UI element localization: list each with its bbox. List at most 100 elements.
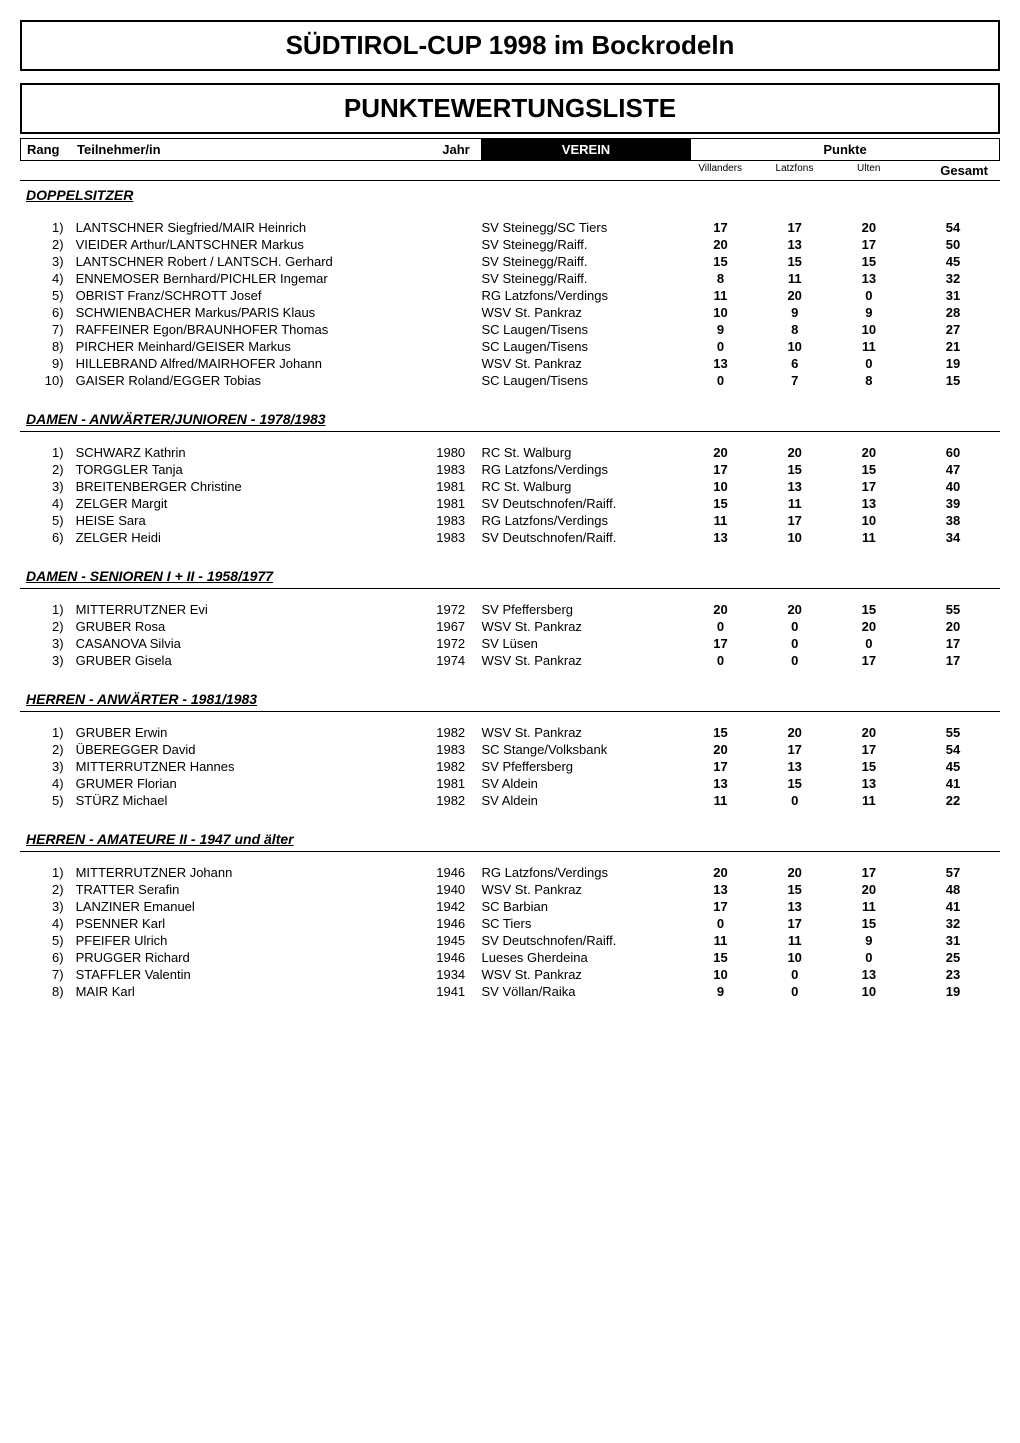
cell-name: PSENNER Karl (70, 916, 426, 931)
table-row: 2)TORGGLER Tanja1983RG Latzfons/Verdings… (20, 461, 1000, 478)
table-row: 5)OBRIST Franz/SCHROTT JosefRG Latzfons/… (20, 287, 1000, 304)
cell-p2: 15 (758, 462, 832, 477)
cell-gesamt: 41 (906, 899, 1000, 914)
table-row: 1)GRUBER Erwin1982WSV St. Pankraz1520205… (20, 724, 1000, 741)
page-title: SÜDTIROL-CUP 1998 im Bockrodeln (30, 30, 990, 61)
cell-p3: 10 (832, 322, 906, 337)
cell-verein: WSV St. Pankraz (476, 882, 684, 897)
cell-p2: 8 (758, 322, 832, 337)
table-row: 2)TRATTER Serafin1940WSV St. Pankraz1315… (20, 881, 1000, 898)
cell-verein: SV Steinegg/Raiff. (476, 254, 684, 269)
subheader-col2: Latzfons (757, 161, 831, 180)
cell-p2: 0 (758, 619, 832, 634)
cell-jahr: 1942 (426, 899, 476, 914)
cell-jahr: 1946 (426, 950, 476, 965)
cell-name: MITTERRUTZNER Hannes (70, 759, 426, 774)
cell-name: GRUBER Rosa (70, 619, 426, 634)
cell-p1: 0 (683, 339, 757, 354)
cell-rang: 1) (20, 445, 70, 460)
cell-p1: 13 (683, 882, 757, 897)
sections-container: DOPPELSITZER1)LANTSCHNER Siegfried/MAIR … (20, 181, 1000, 1000)
subheader-spacer (20, 161, 683, 180)
cell-name: VIEIDER Arthur/LANTSCHNER Markus (70, 237, 426, 252)
cell-jahr: 1982 (426, 793, 476, 808)
subheader-col3: Ulten (832, 161, 906, 180)
subheader-gesamt: Gesamt (906, 161, 1000, 180)
cell-p1: 9 (683, 984, 757, 999)
cell-verein: SV Deutschnofen/Raiff. (476, 496, 684, 511)
table-row: 3)LANTSCHNER Robert / LANTSCH. GerhardSV… (20, 253, 1000, 270)
cell-verein: RC St. Walburg (476, 479, 684, 494)
table-row: 1)LANTSCHNER Siegfried/MAIR HeinrichSV S… (20, 219, 1000, 236)
cell-p1: 11 (683, 288, 757, 303)
cell-p2: 9 (758, 305, 832, 320)
cell-p3: 15 (832, 602, 906, 617)
cell-jahr: 1967 (426, 619, 476, 634)
cell-name: BREITENBERGER Christine (70, 479, 426, 494)
cell-gesamt: 60 (906, 445, 1000, 460)
table-row: 1)MITTERRUTZNER Johann1946RG Latzfons/Ve… (20, 864, 1000, 881)
cell-gesamt: 32 (906, 271, 1000, 286)
cell-p3: 9 (832, 933, 906, 948)
cell-verein: SV Deutschnofen/Raiff. (476, 530, 684, 545)
cell-rang: 10) (20, 373, 70, 388)
cell-gesamt: 45 (906, 759, 1000, 774)
cell-jahr: 1974 (426, 653, 476, 668)
cell-gesamt: 40 (906, 479, 1000, 494)
cell-name: STÜRZ Michael (70, 793, 426, 808)
cell-p3: 0 (832, 636, 906, 651)
cell-gesamt: 20 (906, 619, 1000, 634)
cell-rang: 3) (20, 759, 70, 774)
cell-p3: 9 (832, 305, 906, 320)
cell-name: TORGGLER Tanja (70, 462, 426, 477)
section: DAMEN - ANWÄRTER/JUNIOREN - 1978/19831)S… (20, 405, 1000, 546)
cell-jahr: 1980 (426, 445, 476, 460)
cell-gesamt: 55 (906, 725, 1000, 740)
cell-name: SCHWARZ Kathrin (70, 445, 426, 460)
cell-p1: 13 (683, 530, 757, 545)
table-row: 6)PRUGGER Richard1946Lueses Gherdeina151… (20, 949, 1000, 966)
cell-gesamt: 45 (906, 254, 1000, 269)
cell-p3: 15 (832, 759, 906, 774)
cell-p1: 10 (683, 305, 757, 320)
cell-p2: 10 (758, 530, 832, 545)
cell-jahr: 1983 (426, 513, 476, 528)
cell-gesamt: 55 (906, 602, 1000, 617)
header-verein: VEREIN (481, 139, 691, 160)
table-row: 3)MITTERRUTZNER Hannes1982SV Pfeffersber… (20, 758, 1000, 775)
cell-name: ÜBEREGGER David (70, 742, 426, 757)
cell-p3: 20 (832, 619, 906, 634)
cell-rang: 5) (20, 933, 70, 948)
cell-name: PFEIFER Ulrich (70, 933, 426, 948)
cell-gesamt: 54 (906, 742, 1000, 757)
cell-name: MAIR Karl (70, 984, 426, 999)
cell-gesamt: 39 (906, 496, 1000, 511)
cell-gesamt: 17 (906, 636, 1000, 651)
cell-jahr: 1972 (426, 636, 476, 651)
section-rows: 1)GRUBER Erwin1982WSV St. Pankraz1520205… (20, 720, 1000, 809)
cell-gesamt: 28 (906, 305, 1000, 320)
cell-jahr: 1981 (426, 479, 476, 494)
cell-name: TRATTER Serafin (70, 882, 426, 897)
cell-rang: 3) (20, 636, 70, 651)
section: HERREN - AMATEURE II - 1947 und älter1)M… (20, 825, 1000, 1000)
header-punkte: Punkte (691, 139, 999, 160)
cell-gesamt: 27 (906, 322, 1000, 337)
cell-verein: RG Latzfons/Verdings (476, 865, 684, 880)
cell-rang: 5) (20, 288, 70, 303)
cell-jahr: 1983 (426, 742, 476, 757)
cell-p2: 7 (758, 373, 832, 388)
cell-verein: SV Lüsen (476, 636, 684, 651)
cell-gesamt: 15 (906, 373, 1000, 388)
cell-p3: 13 (832, 496, 906, 511)
table-row: 5)PFEIFER Ulrich1945SV Deutschnofen/Raif… (20, 932, 1000, 949)
cell-name: MITTERRUTZNER Evi (70, 602, 426, 617)
cell-verein: SV Deutschnofen/Raiff. (476, 933, 684, 948)
cell-rang: 9) (20, 356, 70, 371)
cell-jahr: 1945 (426, 933, 476, 948)
cell-p3: 15 (832, 916, 906, 931)
cell-gesamt: 19 (906, 984, 1000, 999)
cell-p3: 15 (832, 254, 906, 269)
cell-verein: WSV St. Pankraz (476, 725, 684, 740)
table-row: 7)RAFFEINER Egon/BRAUNHOFER ThomasSC Lau… (20, 321, 1000, 338)
